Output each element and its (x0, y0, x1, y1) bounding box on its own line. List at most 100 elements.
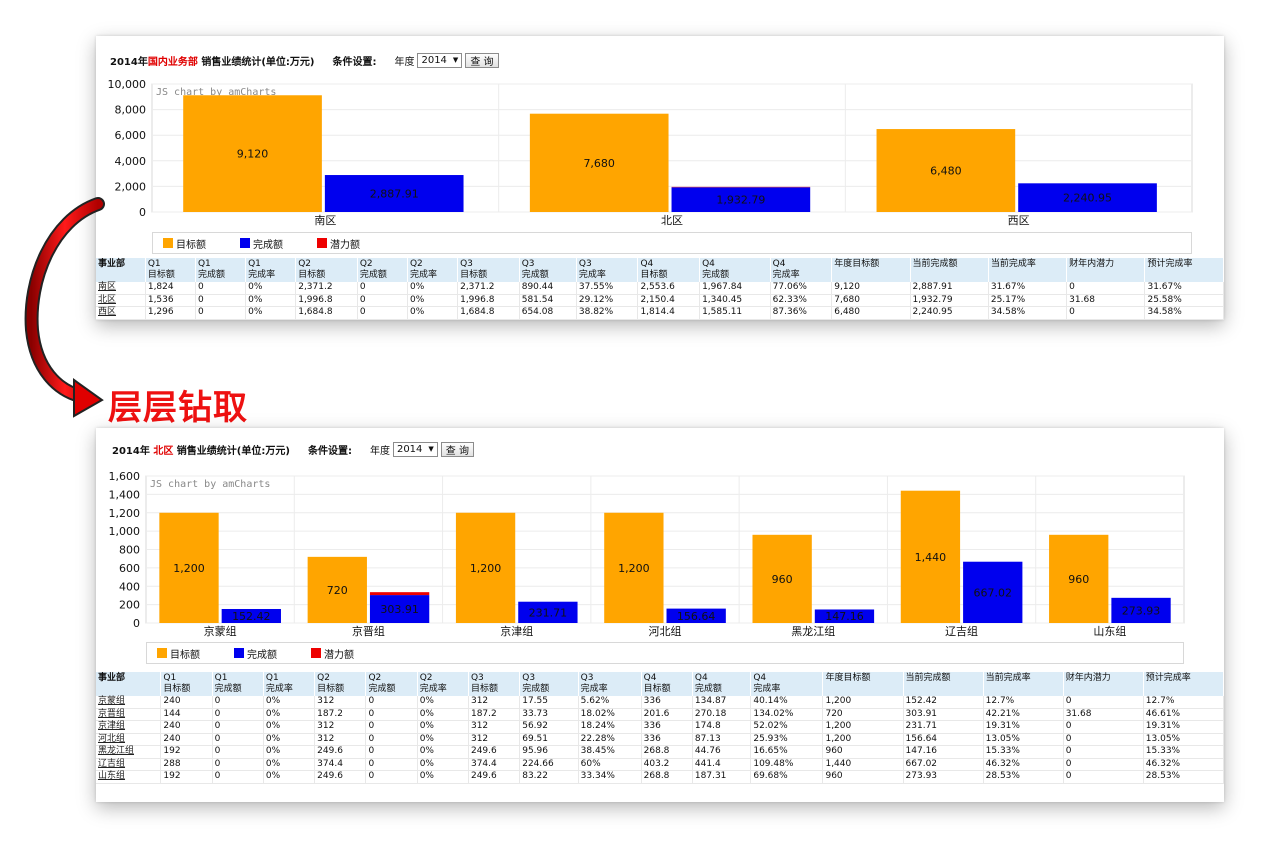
x-tick-label[interactable]: 西区 (1008, 214, 1030, 227)
x-tick-label[interactable]: 京津组 (500, 624, 533, 638)
bar-potential[interactable] (369, 592, 430, 596)
column-header: Q1 完成率 (245, 258, 297, 282)
bar-done[interactable] (369, 595, 430, 623)
query-button[interactable]: 查 询 (440, 441, 474, 457)
dept-link[interactable]: 西区 (96, 306, 146, 320)
dept-link[interactable]: 北区 (96, 294, 146, 307)
bar-done[interactable] (814, 609, 875, 623)
column-header: 当前完成额 (910, 258, 989, 282)
table-cell: 0% (263, 770, 316, 784)
dept-link[interactable]: 河北组 (96, 733, 162, 746)
table-cell: 403.2 (641, 758, 693, 771)
table-cell: 37.55% (576, 282, 639, 295)
table-cell: 2,150.4 (637, 294, 701, 307)
dept-link[interactable]: 辽吉组 (96, 758, 162, 771)
x-tick-label[interactable]: 河北组 (649, 624, 682, 638)
bar-done[interactable] (1018, 183, 1157, 212)
table-cell: 268.8 (641, 770, 693, 784)
legend-item-target[interactable]: 目标额 (163, 236, 206, 251)
table-cell: 0 (365, 720, 418, 734)
bar-done[interactable] (324, 175, 464, 212)
x-tick-label[interactable]: 辽吉组 (945, 624, 978, 638)
table-cell: 33.34% (578, 770, 642, 784)
table-cell: 0% (263, 720, 316, 734)
table-cell: 0 (195, 306, 247, 320)
bar-done[interactable] (1111, 597, 1171, 623)
y-tick-label: 2,000 (115, 180, 147, 193)
bar-target[interactable] (752, 534, 812, 623)
table-cell: 62.33% (770, 294, 833, 307)
table-row: 京津组 240 0 0% 312 0 0% 312 56.92 18.24% 336 174.8 52.… (96, 720, 1225, 734)
dept-link[interactable]: 黑龙江组 (96, 745, 162, 759)
x-tick-label[interactable]: 京晋组 (352, 624, 385, 638)
table-cell: 1,200 (822, 720, 904, 734)
table-cell: 144 (160, 708, 213, 721)
y-tick-label: 0 (133, 617, 140, 630)
table-cell: 0% (417, 720, 469, 734)
bar-target[interactable] (455, 512, 516, 623)
dept-link[interactable]: 京晋组 (96, 708, 162, 721)
bar-target[interactable] (604, 512, 664, 623)
dept-link[interactable]: 京蒙组 (96, 696, 162, 709)
table-cell: 249.6 (468, 745, 521, 759)
bar-target[interactable] (1049, 534, 1109, 623)
table-cell: 1,296 (145, 306, 196, 320)
table-row: 南区 1,824 0 0% 2,371.2 0 0% 2,371.2 890.44 37.55% 2… (96, 282, 1224, 295)
legend-item-done[interactable]: 完成额 (234, 646, 277, 661)
x-tick-label[interactable]: 山东组 (1093, 624, 1126, 638)
year-select[interactable]: 2014 ▼ (392, 441, 438, 457)
table-cell: 18.24% (578, 720, 642, 734)
y-tick-label: 600 (119, 562, 140, 575)
legend-item-potential[interactable]: 潜力额 (317, 236, 360, 251)
legend-item-target[interactable]: 目标额 (157, 646, 200, 661)
dept-link[interactable]: 山东组 (96, 770, 162, 784)
column-header: Q4 完成率 (770, 258, 833, 282)
group-sales-table: 事业部 Q1 目标额 Q1 完成额 Q1 完成率 Q2 目标额 Q2 完成额 Q2 完成率 Q3 目标额 Q3… (96, 672, 1225, 784)
bar-target[interactable] (900, 490, 961, 623)
bar-target[interactable] (529, 113, 669, 212)
curved-arrow-icon (24, 197, 105, 418)
bar-target[interactable] (876, 129, 1016, 212)
query-button[interactable]: 查 询 (465, 52, 499, 68)
column-header: Q3 目标额 (468, 672, 521, 696)
table-cell: 0% (263, 745, 316, 759)
x-tick-label[interactable]: 黑龙江组 (791, 624, 835, 638)
bottom-header-bar: 2014年 北区 销售业绩统计(单位:万元) 条件设置: 年度 2014 ▼ 查 … (112, 441, 474, 457)
dept-link[interactable]: 南区 (96, 282, 146, 295)
bottom-chart-legend: 目标额 完成额 潜力额 (146, 642, 1184, 664)
legend-item-done[interactable]: 完成额 (240, 236, 283, 251)
dept-link[interactable]: 京津组 (96, 720, 162, 734)
bar-done[interactable] (518, 601, 578, 623)
table-cell: 1,996.8 (295, 294, 358, 307)
legend-item-potential[interactable]: 潜力额 (311, 646, 354, 661)
table-cell: 2,371.2 (295, 282, 358, 295)
bar-label-done: 667.02 (973, 586, 1012, 599)
bar-done[interactable] (963, 561, 1023, 623)
year-select[interactable]: 2014 ▼ (417, 52, 463, 68)
y-tick-label: 1,000 (109, 525, 141, 538)
column-header: Q2 完成率 (407, 258, 459, 282)
table-cell: 1,932.79 (910, 294, 989, 307)
table-cell: 2,553.6 (637, 282, 701, 295)
table-cell: 288 (160, 758, 213, 771)
table-cell: 249.6 (314, 770, 367, 784)
x-tick-label[interactable]: 南区 (314, 214, 336, 227)
table-cell: 270.18 (692, 708, 752, 721)
bar-done[interactable] (666, 608, 726, 623)
column-header: Q4 完成额 (692, 672, 752, 696)
table-cell: 581.54 (519, 294, 577, 307)
bar-done[interactable] (221, 608, 281, 623)
bar-done[interactable] (671, 187, 811, 212)
table-cell: 960 (822, 770, 904, 784)
bar-target[interactable] (159, 512, 219, 623)
bar-target[interactable] (307, 556, 367, 623)
chart-svg: 0 200 400 600 800 1,000 1,200 1,400 1,600 JS char… (109, 470, 1185, 638)
bar-target[interactable] (183, 95, 322, 212)
bar-label-target: 6,480 (930, 165, 962, 178)
x-tick-label[interactable]: 北区 (661, 214, 683, 227)
condition-label: 条件设置: (332, 56, 377, 68)
x-tick-label[interactable]: 京蒙组 (204, 624, 237, 638)
table-cell: 31.67% (1144, 282, 1224, 295)
region-bar-chart: 0 2,000 4,000 6,000 8,000 10,000 JS chart by a… (96, 76, 1224, 227)
table-cell: 1,684.8 (457, 306, 520, 320)
